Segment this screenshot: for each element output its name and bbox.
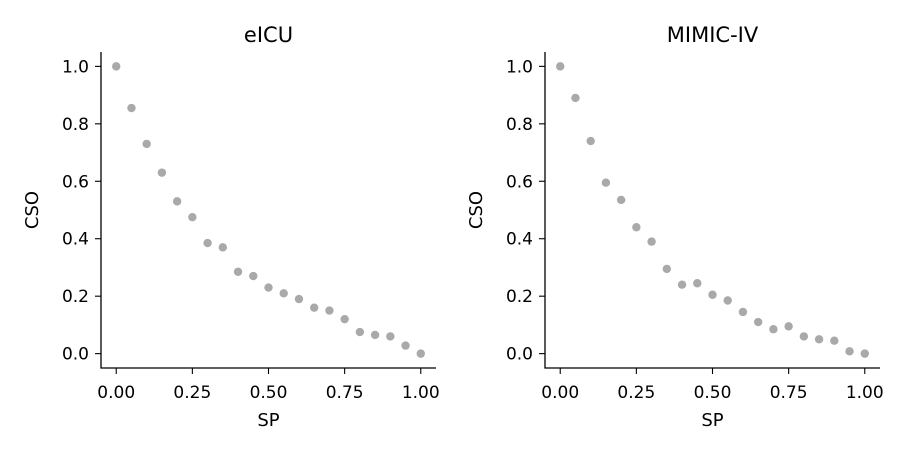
data-point [386, 332, 395, 341]
data-point [662, 264, 672, 274]
y-tick-label: 0.0 [506, 345, 533, 365]
data-point [799, 332, 809, 341]
data-point [601, 178, 611, 187]
y-tick-label: 0.6 [62, 172, 89, 192]
data-point [218, 243, 228, 252]
data-point [556, 62, 565, 71]
x-tick-label: 0.75 [770, 383, 808, 403]
y-tick-label: 0.2 [62, 287, 89, 307]
x-tick-label: 0.00 [97, 383, 135, 403]
y-tick-label: 0.4 [506, 230, 533, 250]
data-point [188, 212, 197, 222]
data-point [753, 317, 763, 327]
data-point [340, 314, 349, 324]
x-tick-label: 0.50 [694, 383, 732, 403]
x-tick-label: 0.25 [173, 383, 211, 403]
data-point [370, 330, 380, 340]
chart-title: MIMIC-IV [667, 23, 759, 47]
data-point [723, 296, 732, 305]
data-point [738, 307, 748, 317]
data-point [708, 290, 717, 299]
data-point [769, 325, 778, 334]
data-point [677, 280, 687, 289]
x-tick-label: 0.50 [250, 383, 288, 403]
data-point [309, 303, 319, 312]
data-point [616, 195, 626, 205]
data-point [142, 139, 151, 149]
data-point [571, 93, 580, 103]
y-axis-label: CSO [466, 191, 487, 229]
x-tick-label: 0.00 [541, 383, 579, 403]
data-point [416, 349, 425, 358]
data-point [586, 136, 595, 146]
y-tick-label: 0.6 [506, 172, 533, 192]
chart-panel-eicu: 0.00 0.25 0.50 0.75 1.00 0.0 0.2 0.4 0.6 0.8 1.0 eI… [22, 23, 440, 431]
data-point [172, 197, 182, 206]
data-point [845, 347, 854, 356]
data-point [127, 103, 136, 113]
data-point [647, 237, 656, 246]
y-tick-label: 0.0 [62, 345, 89, 365]
data-point [279, 289, 288, 298]
data-point [325, 306, 334, 315]
data-point [355, 327, 365, 337]
x-axis-label: SP [701, 410, 723, 431]
data-point [830, 336, 839, 345]
data-point [693, 279, 702, 288]
data-point [814, 335, 824, 344]
y-tick-label: 0.2 [506, 287, 533, 307]
x-tick-label: 1.00 [846, 383, 884, 403]
data-point [860, 349, 869, 358]
data-point [157, 168, 167, 177]
y-tick-label: 1.0 [506, 57, 533, 77]
data-point [632, 223, 641, 232]
chart-panel-mimic-iv: 0.00 0.25 0.50 0.75 1.00 0.0 0.2 0.4 0.6 0.8 1.0 MI… [466, 23, 884, 431]
y-tick-label: 0.8 [62, 115, 89, 135]
data-point [264, 283, 273, 292]
y-tick-label: 1.0 [62, 57, 89, 77]
y-axis-label: CSO [22, 191, 43, 229]
data-point [784, 322, 793, 331]
y-tick-label: 0.4 [62, 230, 89, 250]
data-point [233, 267, 243, 276]
x-tick-label: 0.75 [326, 383, 364, 403]
data-point [401, 341, 410, 350]
data-point [112, 62, 121, 71]
y-tick-label: 0.8 [506, 115, 533, 135]
chart-title: eICU [244, 23, 293, 47]
data-point [294, 294, 304, 304]
axis-spines [544, 52, 880, 369]
axis-spines [100, 52, 436, 369]
data-point [249, 271, 258, 281]
x-axis-label: SP [257, 410, 279, 431]
x-tick-label: 1.00 [402, 383, 440, 403]
x-tick-label: 0.25 [617, 383, 655, 403]
data-point [203, 238, 212, 248]
